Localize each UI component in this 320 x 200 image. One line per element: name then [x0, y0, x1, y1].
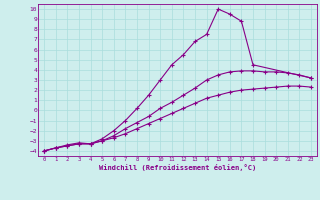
- X-axis label: Windchill (Refroidissement éolien,°C): Windchill (Refroidissement éolien,°C): [99, 164, 256, 171]
